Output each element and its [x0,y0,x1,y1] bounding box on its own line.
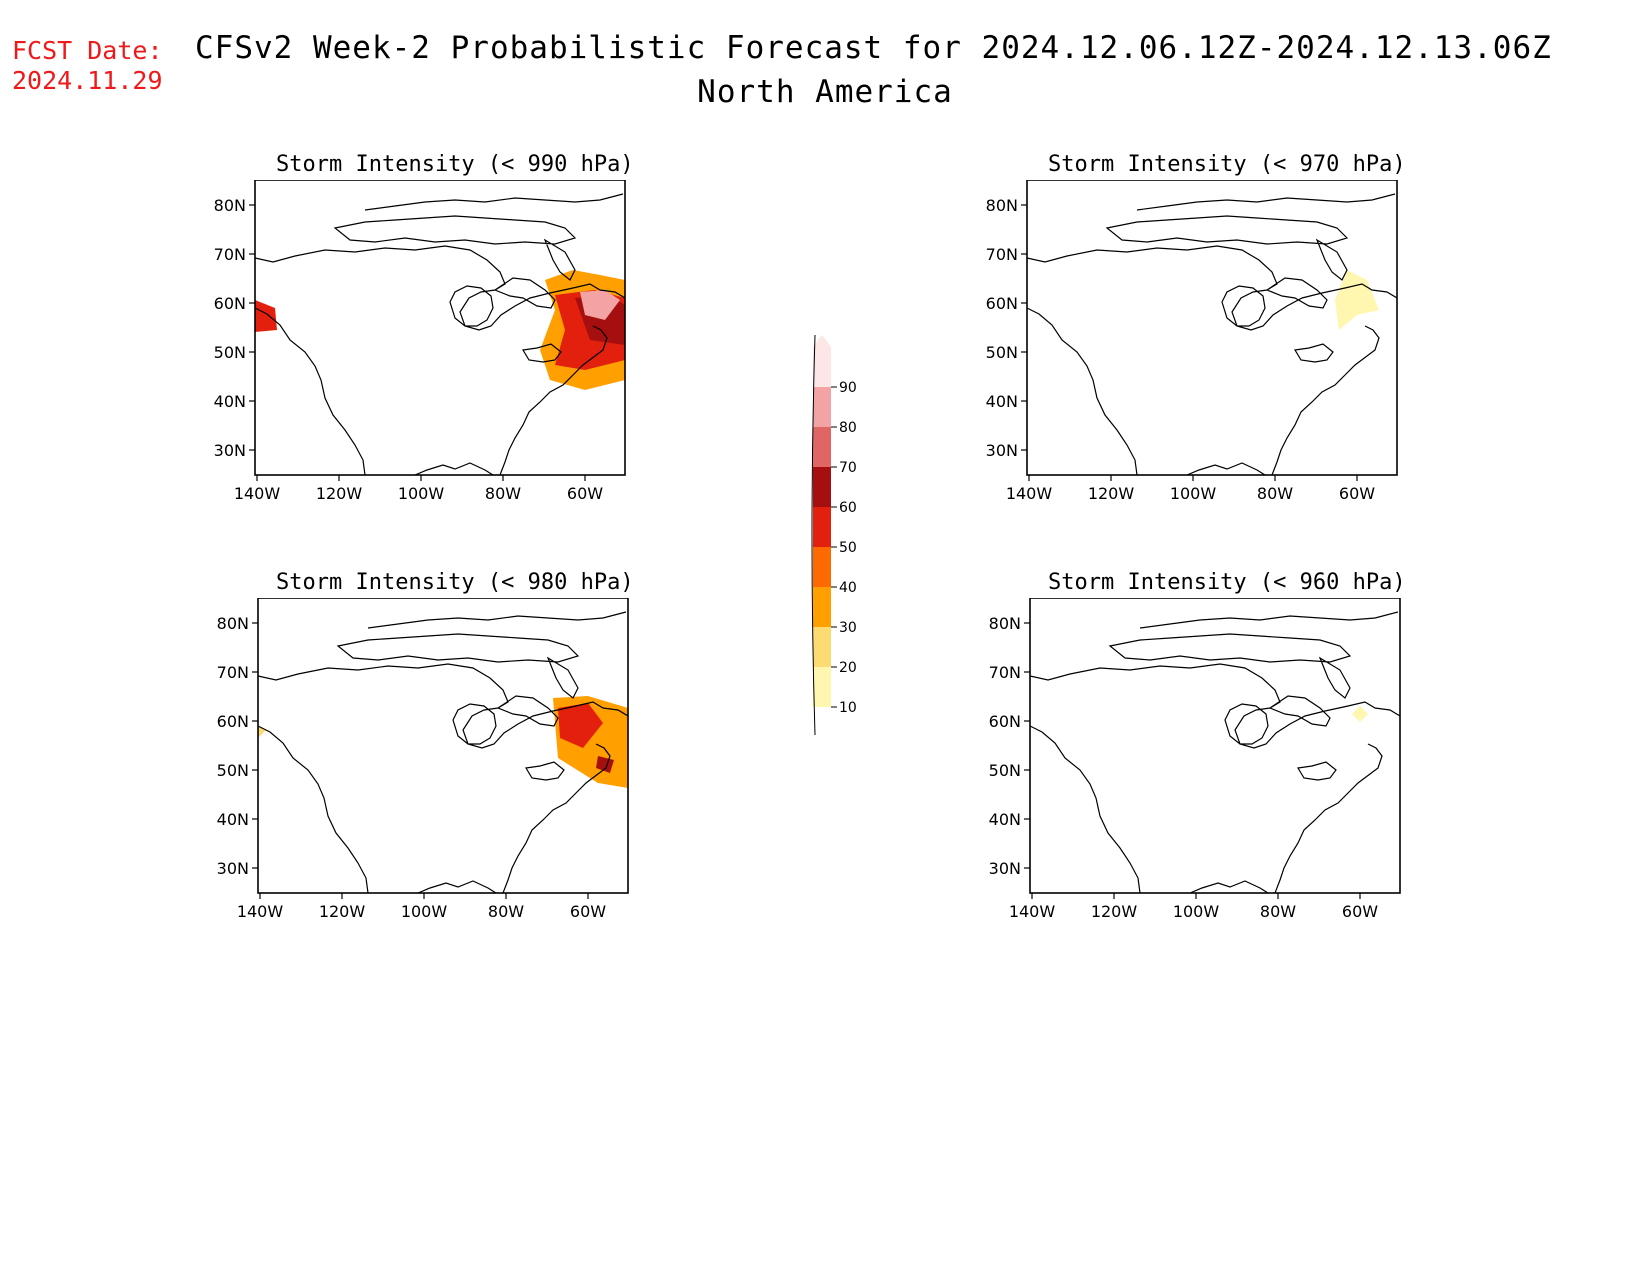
lon-label: 60W [567,484,603,503]
colorbar-swatch [813,427,831,467]
lon-label: 80W [1257,484,1293,503]
lon-label: 80W [1260,902,1296,921]
colorbar-outline [811,335,816,736]
prob-shade-50 [558,703,603,748]
lat-label: 50N [989,761,1021,780]
map-frame [254,180,626,476]
colorbar-swatch [813,547,831,587]
coastline [255,193,625,475]
lat-label: 40N [217,810,249,829]
prob-shade-10 [1335,270,1379,330]
lat-label: 80N [989,614,1021,633]
lon-label: 80W [485,484,521,503]
lat-label: 80N [986,196,1018,215]
colorbar-swatch [813,347,831,387]
page-title: CFSv2 Week-2 Probabilistic Forecast for … [195,30,1552,66]
lat-label: 30N [214,441,246,460]
lon-label: 100W [1170,484,1217,503]
forecast-date: FCST Date: 2024.11.29 [12,36,163,95]
lon-label: 120W [316,484,363,503]
lat-label: 80N [214,196,246,215]
colorbar-swatch [813,387,831,427]
map-area [1027,193,1397,475]
lat-label: 30N [986,441,1018,460]
colorbar-swatch [813,467,831,507]
prob-shade-pacific [255,300,277,332]
lat-label: 60N [989,712,1021,731]
colorbar-swatch [813,587,831,627]
colorbar-label: 60 [839,500,857,516]
lat-label: 60N [986,294,1018,313]
lon-label: 140W [234,484,281,503]
map-area [1030,611,1400,893]
colorbar-label: 10 [839,700,857,716]
colorbar-label: 30 [839,620,857,636]
lon-label: 140W [1006,484,1053,503]
colorbar-label: 80 [839,420,857,436]
colorbar-cap [813,335,831,347]
lon-label: 140W [237,902,284,921]
lon-label: 120W [1091,902,1138,921]
colorbar: 90 80 70 60 50 40 30 20 10 [811,335,857,736]
colorbar-label: 90 [839,380,857,396]
colorbar-swatch [813,507,831,547]
lat-label: 70N [986,245,1018,264]
lat-label: 70N [989,663,1021,682]
lat-label: 50N [217,761,249,780]
lat-label: 80N [217,614,249,633]
lon-label: 100W [398,484,445,503]
lat-label: 40N [986,392,1018,411]
lat-label: 50N [214,343,246,362]
map-frame [1026,180,1398,476]
lat-label: 60N [217,712,249,731]
lat-label: 30N [217,859,249,878]
colorbar-label: 40 [839,580,857,596]
panel-title-990: Storm Intensity (< 990 hPa) [276,152,634,177]
map-frame [257,598,629,894]
panel-title-980: Storm Intensity (< 980 hPa) [276,570,634,595]
lat-label: 30N [989,859,1021,878]
map-frame [1029,598,1401,894]
lon-label: 80W [488,902,524,921]
prob-shade-80 [580,290,620,320]
map-panel-970: 80N 70N 60N 50N 40N 30N 140W 120W 100W 80W 60W [986,180,1398,503]
colorbar-swatch [813,667,831,707]
coastline [258,611,628,893]
lat-label: 50N [986,343,1018,362]
lat-label: 70N [214,245,246,264]
lat-label: 60N [214,294,246,313]
map-panel-980: 80N 70N 60N 50N 40N 30N 140W 120W 100W 80W 60W [217,598,629,921]
prob-shade-10 [1352,706,1368,722]
coastline [1030,611,1400,893]
coastline [1027,193,1397,475]
map-panel-990: 80N 70N 60N 50N 40N 30N 140W 120W 100W 80W 60W [214,180,626,503]
lon-label: 100W [1173,902,1220,921]
prob-shade-60 [596,756,614,773]
page-subtitle: North America [697,74,953,110]
lat-label: 70N [217,663,249,682]
lat-label: 40N [214,392,246,411]
map-area [258,611,628,893]
lon-label: 140W [1009,902,1056,921]
colorbar-label: 50 [839,540,857,556]
colorbar-label: 20 [839,660,857,676]
panel-title-970: Storm Intensity (< 970 hPa) [1048,152,1406,177]
colorbar-swatch [813,627,831,667]
lat-label: 40N [989,810,1021,829]
lon-label: 60W [1342,902,1378,921]
lon-label: 120W [1088,484,1135,503]
lon-label: 120W [319,902,366,921]
lon-label: 60W [1339,484,1375,503]
lon-label: 60W [570,902,606,921]
map-panel-960: 80N 70N 60N 50N 40N 30N 140W 120W 100W 80W 60W [989,598,1401,921]
lon-label: 100W [401,902,448,921]
panel-title-960: Storm Intensity (< 960 hPa) [1048,570,1406,595]
map-area [255,193,625,475]
colorbar-label: 70 [839,460,857,476]
